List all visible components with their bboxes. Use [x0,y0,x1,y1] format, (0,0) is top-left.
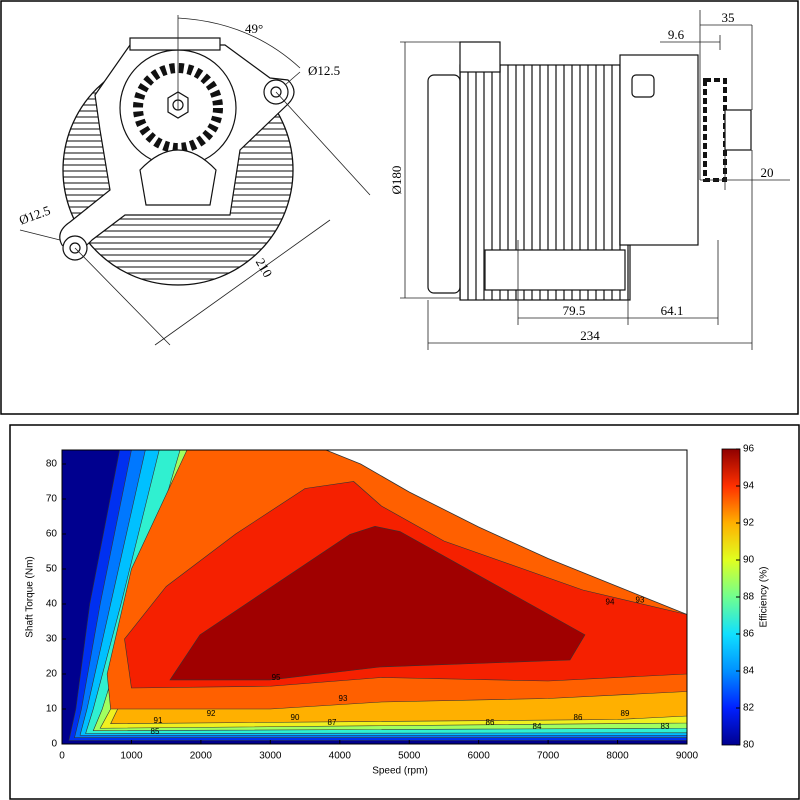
colorbar-tick-label: 88 [743,592,755,603]
y-tick-label: 0 [51,739,57,750]
dimension: Ø180 [389,166,404,195]
dimension-lines [19,15,371,346]
dimension: 234 [580,328,600,343]
contour-label: 83 [661,722,670,731]
connector [129,37,221,51]
x-axis-title: Speed (rpm) [372,766,428,777]
x-tick-label: 8000 [606,751,629,762]
x-tick-label: 3000 [259,751,282,762]
colorbar-title: Efficiency (%) [759,567,770,628]
colorbar-tick-label: 82 [743,703,755,714]
x-tick-label: 5000 [398,751,421,762]
shaft [724,109,752,151]
y-tick-label: 10 [46,704,58,715]
contour-label: 87 [328,718,337,727]
dimension-lines [400,10,790,350]
side-view: Ø180 35 9.6 20 79.5 64.1 234 [389,10,790,350]
x-tick-label: 6000 [468,751,491,762]
y-tick-label: 40 [46,599,58,610]
x-tick-label: 1000 [120,751,143,762]
contour-label: 89 [621,709,630,718]
max-torque-line [62,449,688,615]
colorbar-tick-label: 80 [743,740,755,751]
contour-label: 84 [533,722,542,731]
dimension: 20 [761,165,774,180]
y-axis-title: Shaft Torque (Nm) [25,556,36,638]
contour-label: 90 [291,713,300,722]
logo-plate [139,149,217,206]
contour-label: 85 [151,727,160,736]
dimension: Ø12.5 [17,203,52,228]
efficiency-region [169,525,586,681]
dimension: Ø12.5 [308,63,340,78]
chart-panel: Speed (rpm) Shaft Torque (Nm) Efficiency… [9,424,800,800]
contour-label: 86 [486,718,495,727]
plot-frame [61,449,688,745]
colorbar-tick-label: 86 [743,629,755,640]
x-tick-label: 7000 [537,751,560,762]
y-tick-label: 30 [46,634,58,645]
drawing-panel: 49° Ø12.5 Ø12.5 210 Ø180 35 9.6 20 79.5 … [0,0,799,415]
panel-border [0,0,799,415]
x-tick-label: 2000 [190,751,213,762]
dimension: 49° [245,21,263,36]
contour-label: 86 [574,713,583,722]
contour-label: 95 [272,673,281,682]
dimension: 210 [253,255,276,279]
dimension: 64.1 [661,303,684,318]
x-tick-label: 4000 [329,751,352,762]
y-tick-label: 70 [46,494,58,505]
x-tick-label: 9000 [676,751,699,762]
base [484,249,626,291]
y-tick-label: 20 [46,669,58,680]
contour-label: 93 [636,596,645,605]
y-tick-label: 50 [46,564,58,575]
colorbar-tick-label: 84 [743,666,755,677]
contour-label: 92 [207,709,216,718]
sprocket [703,78,727,182]
contour-label: 94 [606,598,615,607]
contour-label: 93 [339,694,348,703]
dimension: 9.6 [668,27,685,42]
bolt [631,74,655,98]
contour-label: 91 [154,716,163,725]
contour-field [62,450,687,744]
colorbar-tick-label: 92 [743,518,755,529]
end-cap [427,74,461,294]
dimension: 79.5 [563,303,586,318]
colorbar-tick-label: 90 [743,555,755,566]
connector [459,41,501,73]
y-tick-label: 80 [46,459,58,470]
x-tick-label: 0 [59,751,65,762]
colorbar-tick-label: 94 [743,481,755,492]
front-view: 49° Ø12.5 Ø12.5 210 [17,15,371,346]
colorbar-tick-label: 96 [743,444,755,455]
panel-border [9,424,800,800]
dimension: 35 [722,10,735,25]
y-tick-label: 60 [46,529,58,540]
